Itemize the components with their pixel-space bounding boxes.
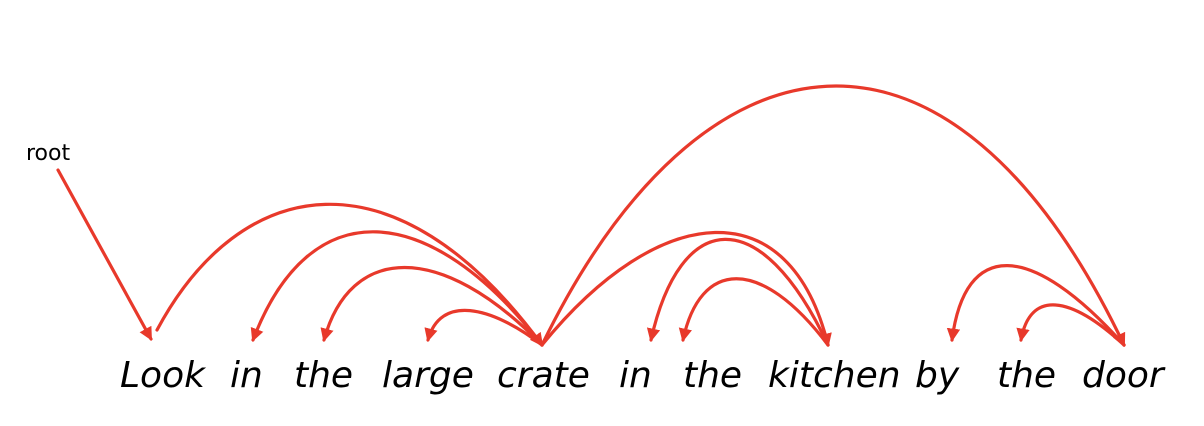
word-large: large	[382, 355, 474, 396]
word-the-2: the	[683, 355, 742, 396]
arc-door-10-to-by-8	[952, 266, 1124, 345]
word-in-1: in	[230, 355, 263, 396]
arc-crate-4-to-look-0	[157, 204, 542, 345]
word-the-1: the	[294, 355, 353, 396]
word-look: Look	[120, 355, 207, 396]
arc-crate-4-to-in-1	[253, 232, 542, 345]
word-kitchen: kitchen	[768, 355, 901, 396]
word-door: door	[1082, 355, 1166, 396]
word-the-3: the	[997, 355, 1056, 396]
arc-root-root-to-look-0	[58, 170, 151, 339]
sentence: Look in the large crate in the kitchen b…	[120, 355, 1166, 396]
arc-kitchen-7-to-in-5	[651, 239, 828, 345]
word-in-2: in	[619, 355, 652, 396]
root-label: root	[26, 141, 70, 166]
word-by: by	[915, 355, 960, 396]
word-crate: crate	[497, 355, 590, 396]
dependency-arcs	[58, 86, 1124, 345]
arc-door-10-to-crate-4	[542, 86, 1124, 345]
